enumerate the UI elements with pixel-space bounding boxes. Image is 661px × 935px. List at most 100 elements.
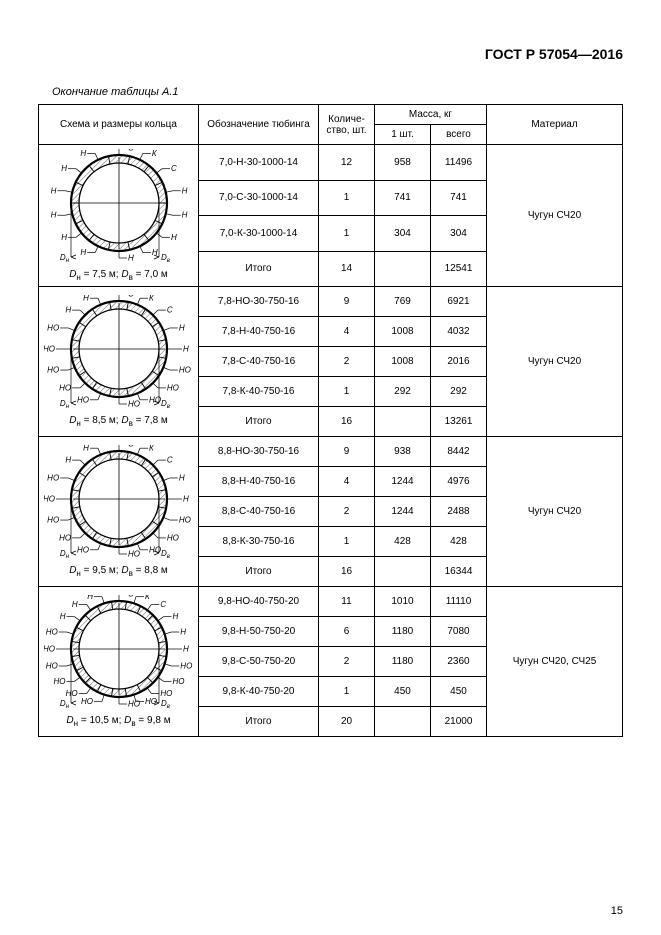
qty-cell: 9	[319, 287, 375, 317]
svg-text:С: С	[128, 445, 134, 449]
mass-total-cell: 741	[431, 180, 487, 216]
svg-text:Н: Н	[65, 456, 71, 465]
svg-text:Н: Н	[50, 186, 56, 195]
svg-text:К: К	[151, 149, 157, 158]
svg-text:НО: НО	[59, 383, 71, 392]
designation-cell: 8,8-С-40-750-16	[199, 497, 319, 527]
svg-text:Н: Н	[71, 600, 77, 609]
designation-cell: 7,0-С-30-1000-14	[199, 180, 319, 216]
svg-text:Dн: Dн	[59, 699, 69, 710]
table-caption: Окончание таблицы А.1	[52, 86, 623, 98]
mass-one-cell: 1180	[375, 647, 431, 677]
svg-text:Н: Н	[80, 248, 86, 257]
mass-one-cell: 450	[375, 677, 431, 707]
col-schema: Схема и размеры кольца	[39, 105, 199, 145]
designation-cell: 7,8-Н-40-750-16	[199, 317, 319, 347]
mass-total-cell: 7080	[431, 617, 487, 647]
svg-text:С: С	[128, 149, 134, 153]
designation-cell: 7,8-К-40-750-16	[199, 377, 319, 407]
qty-cell: 11	[319, 587, 375, 617]
designation-cell: 9,8-С-50-750-20	[199, 647, 319, 677]
qty-cell: 6	[319, 617, 375, 647]
designation-cell: Итого	[199, 251, 319, 287]
svg-text:Dв: Dв	[161, 399, 170, 410]
mass-total-cell: 13261	[431, 407, 487, 437]
designation-cell: 7,8-С-40-750-16	[199, 347, 319, 377]
svg-text:С: С	[166, 456, 172, 465]
svg-text:Н: Н	[59, 612, 65, 621]
mass-one-cell	[375, 407, 431, 437]
qty-cell: 2	[319, 497, 375, 527]
mass-one-cell: 769	[375, 287, 431, 317]
svg-text:Dв: Dв	[161, 549, 170, 560]
svg-text:НО: НО	[47, 323, 59, 332]
svg-text:Н: Н	[80, 149, 86, 158]
mass-total-cell: 16344	[431, 557, 487, 587]
col-designation: Обозначение тюбинга	[199, 105, 319, 145]
material-cell: Чугун СЧ20	[487, 287, 623, 437]
table-body: СКСНННННННННННDнDвDн = 7,5 м; Dв = 7,0 м…	[39, 145, 623, 737]
schema-cell: СКСНННННННННННDнDвDн = 7,5 м; Dв = 7,0 м	[39, 145, 199, 287]
col-qty: Количе-ство, шт.	[319, 105, 375, 145]
svg-text:Н: Н	[65, 306, 71, 315]
svg-text:Н: Н	[178, 323, 184, 332]
svg-text:Н: Н	[183, 495, 189, 504]
svg-text:НО: НО	[47, 366, 59, 375]
svg-text:НО: НО	[76, 395, 88, 404]
schema-cell: СКСНННОНОНОНОНОНОНОНОНОННDнDвDн = 8,5 м;…	[39, 287, 199, 437]
svg-text:К: К	[149, 445, 155, 453]
designation-cell: 7,0-Н-30-1000-14	[199, 145, 319, 181]
mass-total-cell: 12541	[431, 251, 487, 287]
svg-text:НО: НО	[44, 345, 55, 354]
mass-one-cell	[375, 557, 431, 587]
mass-one-cell: 1010	[375, 587, 431, 617]
material-cell: Чугун СЧ20	[487, 437, 623, 587]
svg-text:С: С	[160, 600, 166, 609]
qty-cell: 14	[319, 251, 375, 287]
svg-text:Н: Н	[183, 645, 189, 654]
qty-cell: 2	[319, 347, 375, 377]
svg-text:Dв: Dв	[161, 699, 170, 710]
svg-text:НО: НО	[178, 366, 190, 375]
mass-one-cell: 938	[375, 437, 431, 467]
svg-text:Н: Н	[61, 233, 67, 242]
svg-text:Dн: Dн	[59, 399, 69, 410]
qty-cell: 12	[319, 145, 375, 181]
svg-text:С: С	[171, 164, 177, 173]
qty-cell: 1	[319, 527, 375, 557]
svg-text:НО: НО	[180, 661, 192, 670]
designation-cell: 7,0-К-30-1000-14	[199, 216, 319, 252]
mass-total-cell: 304	[431, 216, 487, 252]
svg-text:Н: Н	[83, 295, 89, 303]
qty-cell: 9	[319, 437, 375, 467]
svg-text:Н: Н	[87, 595, 93, 601]
table-row: СКСНННОНОНОНОНОНОНОНОНОННDнDвDн = 9,5 м;…	[39, 437, 623, 467]
mass-total-cell: 4032	[431, 317, 487, 347]
mass-total-cell: 2488	[431, 497, 487, 527]
mass-total-cell: 4976	[431, 467, 487, 497]
svg-text:Н: Н	[83, 445, 89, 453]
table-row: СКСНННОНОНОНОНОНОНОНОНОННDнDвDн = 8,5 м;…	[39, 287, 623, 317]
schema-caption: Dн = 10,5 м; Dв = 9,8 м	[41, 713, 196, 728]
qty-cell: 4	[319, 317, 375, 347]
svg-text:С: С	[166, 306, 172, 315]
designation-cell: 8,8-НО-30-750-16	[199, 437, 319, 467]
mass-one-cell: 1180	[375, 617, 431, 647]
qty-cell: 4	[319, 467, 375, 497]
mass-total-cell: 11110	[431, 587, 487, 617]
svg-text:К: К	[149, 295, 155, 303]
designation-cell: Итого	[199, 707, 319, 737]
mass-total-cell: 21000	[431, 707, 487, 737]
col-mass-one: 1 шт.	[375, 125, 431, 145]
svg-text:Dв: Dв	[161, 253, 170, 264]
mass-total-cell: 11496	[431, 145, 487, 181]
svg-text:Н: Н	[181, 211, 187, 220]
table-head: Схема и размеры кольца Обозначение тюбин…	[39, 105, 623, 145]
mass-one-cell: 1244	[375, 497, 431, 527]
mass-total-cell: 2016	[431, 347, 487, 377]
svg-text:Н: Н	[61, 164, 67, 173]
designation-cell: 9,8-К-40-750-20	[199, 677, 319, 707]
svg-text:НО: НО	[166, 533, 178, 542]
main-table: Схема и размеры кольца Обозначение тюбин…	[38, 104, 623, 737]
page-number: 15	[611, 905, 623, 917]
